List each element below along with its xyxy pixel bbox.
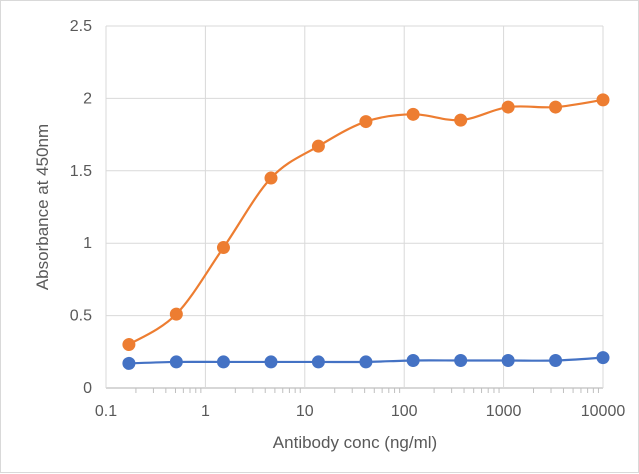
y-axis-ticks: 0 0.5 1 1.5 2 2.5	[70, 18, 92, 397]
y-tick-label: 1.5	[70, 163, 92, 180]
data-point	[406, 353, 420, 367]
x-axis-title: Antibody conc (ng/ml)	[273, 433, 437, 452]
x-tick-label: 100	[391, 403, 418, 420]
y-tick-label: 0.5	[70, 308, 92, 325]
x-axis-ticks: 0.1 1 10 100 1000 10000	[95, 388, 625, 420]
series-layer	[122, 93, 610, 370]
y-axis-title: Absorbance at 450nm	[33, 124, 52, 290]
data-point	[454, 113, 468, 127]
x-tick-label: 10	[296, 403, 314, 420]
data-point	[169, 307, 183, 321]
y-tick-label: 2	[83, 90, 92, 107]
y-tick-label: 2.5	[70, 18, 92, 35]
data-point	[122, 356, 136, 370]
data-point	[311, 355, 325, 369]
data-point	[311, 139, 325, 153]
series-1	[122, 93, 610, 352]
data-point	[216, 241, 230, 255]
data-point	[549, 353, 563, 367]
data-point	[454, 353, 468, 367]
data-point	[549, 100, 563, 114]
data-point	[596, 93, 610, 107]
y-tick-label: 1	[83, 235, 92, 252]
x-tick-label: 1000	[486, 403, 522, 420]
data-point	[122, 338, 136, 352]
data-point	[216, 355, 230, 369]
data-point	[264, 171, 278, 185]
data-point	[264, 355, 278, 369]
series-line	[128, 98, 604, 346]
gridlines	[105, 25, 604, 389]
x-tick-label: 10000	[581, 403, 626, 420]
data-point	[501, 353, 515, 367]
x-tick-label: 0.1	[95, 403, 117, 420]
data-point	[169, 355, 183, 369]
data-point	[501, 100, 515, 114]
series-2	[122, 351, 610, 370]
data-point	[359, 115, 373, 129]
y-tick-label: 0	[83, 380, 92, 397]
data-point	[596, 351, 610, 365]
x-tick-label: 1	[201, 403, 210, 420]
data-point	[406, 107, 420, 121]
data-point	[359, 355, 373, 369]
